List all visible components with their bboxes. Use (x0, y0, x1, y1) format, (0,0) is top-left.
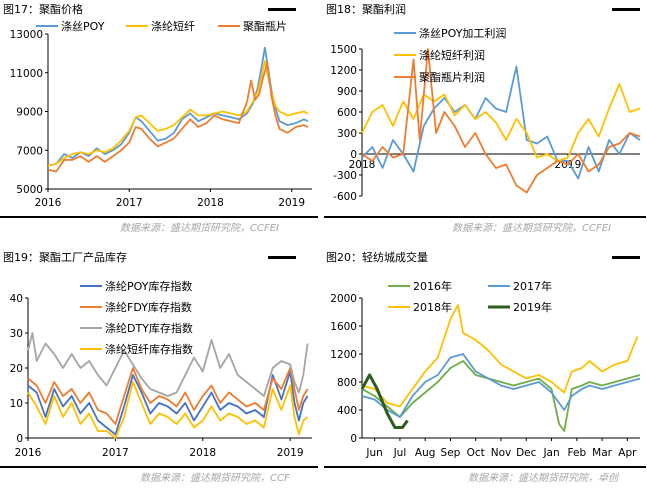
x-tick-label: 2018 (349, 159, 376, 171)
divider (324, 466, 646, 468)
divider (324, 216, 646, 218)
legend-label: 涤纶短纤库存指数 (105, 342, 193, 356)
y-tick-label: 2000 (330, 293, 357, 305)
y-tick-label: 0 (350, 433, 357, 445)
series-line-3 (47, 62, 309, 173)
legend-label: 2018年 (413, 300, 452, 314)
y-tick-label: 7000 (16, 145, 43, 157)
y-tick-label: 20 (10, 363, 23, 375)
y-tick-label: 0 (350, 149, 357, 161)
chart-title-polyester-price: 图17：聚酯价格 (3, 3, 83, 16)
y-tick-label: 1500 (330, 44, 357, 56)
y-tick-label: 1600 (330, 321, 357, 333)
title-bar (268, 256, 296, 259)
y-tick-label: -600 (333, 191, 357, 203)
x-tick-label: 2018 (189, 447, 216, 459)
title-bar (612, 256, 640, 259)
x-tick-label: Feb (568, 447, 587, 459)
x-tick-label: 2016 (15, 447, 42, 459)
y-tick-label: 11000 (10, 68, 43, 80)
legend-label: 涤丝POY加工利润 (419, 26, 506, 40)
legend-label: 涤纶短纤 (151, 19, 195, 33)
x-tick-label: 2018 (197, 197, 224, 209)
y-tick-label: 0 (16, 433, 23, 445)
series-line-3 (27, 332, 309, 397)
source-note: 数据来源：盛达期货研究院，CCFEI (452, 223, 611, 234)
chart-factory-inventory: 0 10 20 30 40 2016 2017 2018 2019 涤纶POY库存指数涤纶FDY库… (10, 279, 312, 459)
legend-label: 涤纶FDY库存指数 (105, 300, 192, 314)
series-line-4 (360, 373, 409, 429)
x-tick-label: 2019 (278, 197, 305, 209)
y-tick-label: 40 (10, 293, 23, 305)
x-tick-label: 2019 (277, 447, 304, 459)
legend-label: 聚酯瓶片利润 (419, 70, 485, 84)
chart-title-polyester-profit: 图18：聚酯利润 (326, 3, 406, 16)
legend-label: 涤纶短纤利润 (419, 48, 485, 62)
series-line-3 (361, 304, 639, 408)
chart-title-factory-inventory: 图19：聚酯工厂产品库存 (3, 251, 127, 264)
x-tick-label: Jul (393, 447, 407, 459)
y-tick-label: 30 (10, 328, 23, 340)
series-line-1 (47, 46, 309, 167)
x-tick-label: 2017 (102, 447, 129, 459)
x-tick-label: 2017 (116, 197, 143, 209)
y-tick-label: -300 (333, 170, 357, 182)
x-tick-label: Nov (491, 447, 512, 459)
x-tick-label: Dec (516, 447, 537, 459)
series-line-3 (361, 48, 641, 194)
y-tick-label: 13000 (10, 29, 43, 41)
source-note: 数据来源：盛达期货研究院，CCFEI (120, 223, 279, 234)
legend-label: 2017年 (513, 279, 552, 293)
series-line-2 (361, 353, 641, 418)
x-tick-label: 2016 (35, 197, 62, 209)
legend-label: 涤纶POY库存指数 (105, 279, 192, 293)
legend-label: 2019年 (513, 300, 552, 314)
x-tick-label: Jan (542, 447, 559, 459)
x-tick-label: Jun (365, 447, 382, 459)
y-tick-label: 1200 (330, 65, 357, 77)
x-tick-label: Mar (592, 447, 612, 459)
title-bar (268, 8, 296, 11)
x-tick-label: Apr (618, 447, 637, 459)
source-note: 数据来源：盛达期货研究院，卓创 (468, 473, 618, 484)
series-line-1 (361, 360, 641, 432)
chart-polyester-price: 5000 7000 9000 11000 13000 2016 2017 2018 2019 涤丝… (10, 19, 312, 209)
legend-label: 涤纶DTY库存指数 (105, 321, 193, 335)
y-tick-label: 10 (10, 398, 23, 410)
x-tick-label: Aug (415, 447, 436, 459)
chart-textile-volume: 0 400 800 1200 1600 2000 Jun Jul Aug Sep Oct Nov Dec… (330, 279, 641, 459)
legend-label: 涤丝POY (61, 19, 105, 33)
y-tick-label: 300 (337, 128, 357, 140)
source-note: 数据来源：盛达期货研究院，CCF (140, 473, 290, 484)
title-bar (612, 8, 640, 11)
y-tick-label: 1200 (330, 349, 357, 361)
chart-title-textile-volume: 图20：轻纺城成交量 (326, 251, 428, 264)
legend-label: 2016年 (413, 279, 452, 293)
x-tick-label: Sep (441, 447, 461, 459)
legend-label: 聚酯瓶片 (243, 19, 287, 33)
y-tick-label: 900 (337, 86, 357, 98)
y-tick-label: 600 (337, 107, 357, 119)
y-tick-label: 400 (337, 405, 357, 417)
y-tick-label: 800 (337, 377, 357, 389)
series-line-4 (27, 381, 309, 439)
x-tick-label: Oct (467, 447, 485, 459)
y-tick-label: 5000 (16, 184, 43, 196)
divider (0, 216, 318, 218)
divider (0, 466, 318, 468)
series-line-2 (27, 367, 309, 425)
y-tick-label: 9000 (16, 107, 43, 119)
series-line-1 (361, 65, 641, 180)
